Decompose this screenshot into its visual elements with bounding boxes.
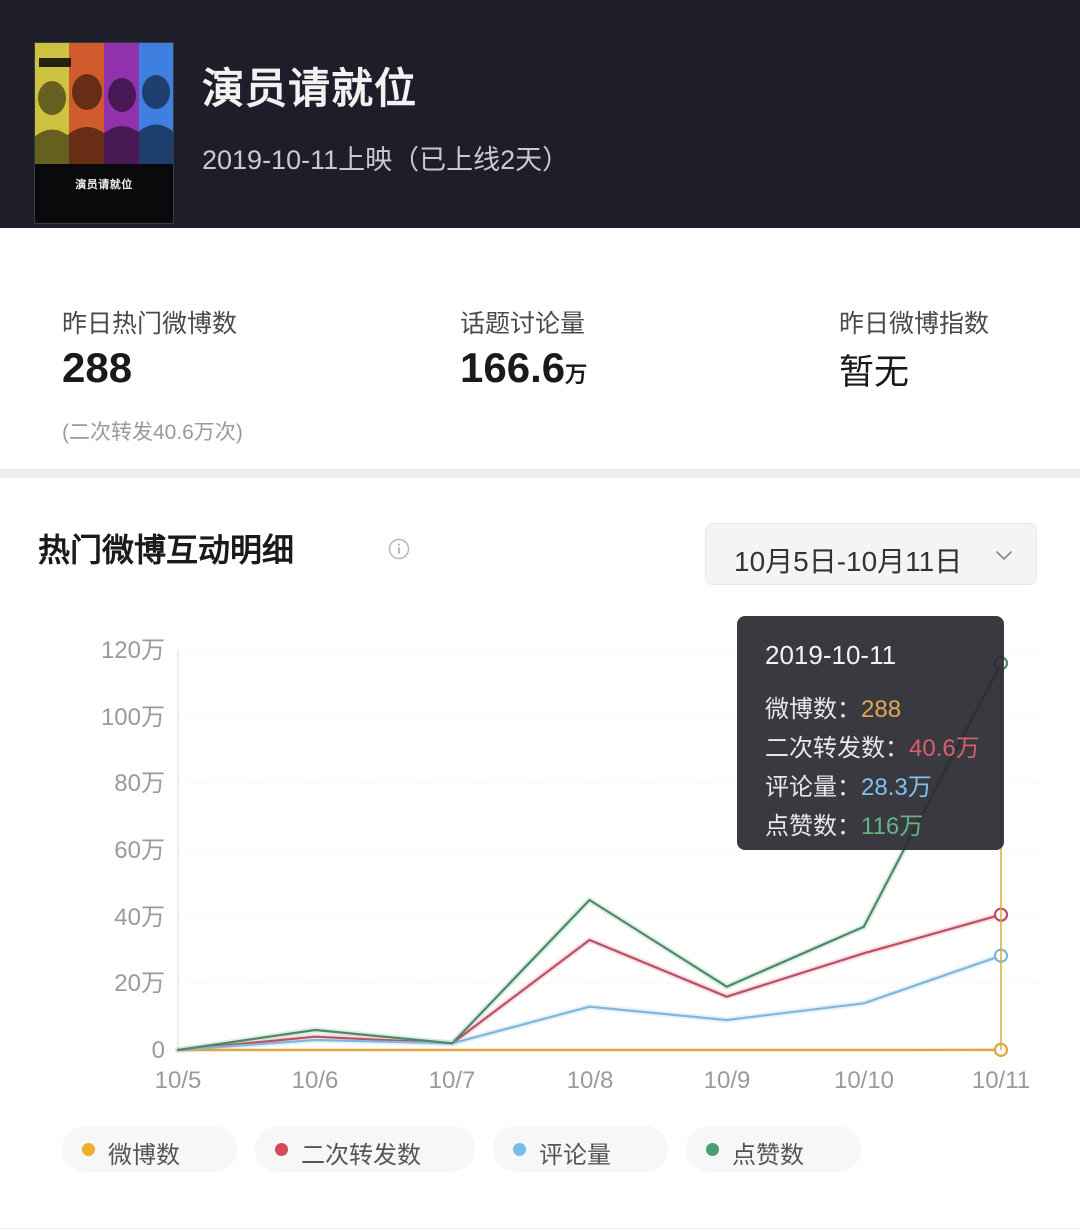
svg-text:演员请就位: 演员请就位 — [75, 177, 133, 191]
svg-text:80万: 80万 — [114, 770, 165, 797]
svg-text:10/7: 10/7 — [429, 1067, 476, 1094]
svg-text:10/6: 10/6 — [292, 1067, 339, 1094]
svg-text:10/10: 10/10 — [834, 1067, 894, 1094]
svg-text:40万: 40万 — [114, 904, 165, 931]
svg-text:0: 0 — [152, 1037, 165, 1064]
svg-text:10/11: 10/11 — [972, 1067, 1030, 1094]
svg-text:60万: 60万 — [114, 837, 165, 864]
svg-text:120万: 120万 — [101, 637, 165, 664]
svg-text:10/9: 10/9 — [704, 1067, 751, 1094]
svg-text:20万: 20万 — [114, 970, 165, 997]
svg-text:100万: 100万 — [101, 704, 165, 731]
svg-text:10/8: 10/8 — [567, 1067, 614, 1094]
svg-text:10/5: 10/5 — [155, 1067, 202, 1094]
